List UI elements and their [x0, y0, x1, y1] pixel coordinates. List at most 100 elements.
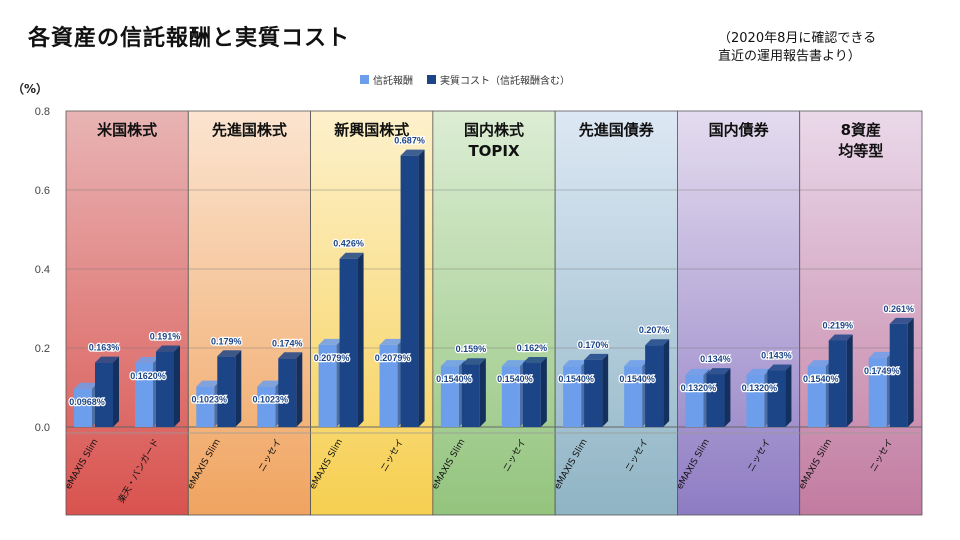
- page-title: 各資産の信託報酬と実質コスト: [28, 26, 351, 51]
- fee-bar: [624, 366, 643, 427]
- fee-data-label: 0.1540%: [558, 374, 594, 384]
- cost-bar: [217, 356, 236, 427]
- fee-data-label: 0.1540%: [619, 374, 655, 384]
- fee-data-label: 0.0968%: [69, 397, 105, 407]
- cost-data-label: 0.219%: [822, 320, 853, 330]
- fee-bar: [440, 366, 459, 427]
- cost-bar-top: [828, 334, 853, 341]
- cost-bar-top: [217, 350, 242, 357]
- cost-data-label: 0.174%: [272, 338, 303, 348]
- cost-bar-side: [296, 352, 303, 427]
- fee-bar-top: [74, 382, 98, 389]
- fee-bar: [807, 366, 826, 427]
- cost-bar-side: [479, 358, 486, 427]
- cost-bar-side: [113, 356, 119, 427]
- cost-bar: [339, 258, 358, 427]
- y-axis-unit: （%）: [12, 82, 49, 96]
- group-title: 先進国債券: [579, 121, 655, 139]
- cost-bar-side: [907, 317, 914, 427]
- fee-bar-top: [318, 338, 343, 345]
- group-title: 8資産: [841, 121, 881, 139]
- fee-bar-top: [746, 368, 771, 375]
- fee-data-label: 0.1540%: [497, 374, 533, 384]
- cost-bar: [156, 351, 174, 427]
- cost-bar-side: [846, 334, 853, 427]
- cost-bar: [706, 374, 725, 427]
- cost-bar-top: [706, 368, 731, 375]
- fee-data-label: 0.2079%: [375, 353, 411, 363]
- cost-bar-side: [235, 350, 242, 427]
- cost-bar-side: [602, 353, 609, 427]
- fee-data-label: 0.1023%: [253, 395, 289, 405]
- fee-bar-top: [501, 360, 526, 367]
- cost-bar-top: [156, 345, 180, 352]
- cost-bar: [767, 370, 786, 427]
- fee-bar: [257, 386, 276, 427]
- group-background-6: [677, 110, 801, 516]
- legend-swatch-fee: [360, 75, 369, 84]
- cost-bar-side: [663, 339, 670, 427]
- fee-bar: [868, 357, 887, 427]
- group-background-7: [799, 110, 923, 516]
- group-title: 国内株式: [464, 121, 524, 139]
- cost-data-label: 0.159%: [456, 344, 487, 354]
- fee-bar-top: [868, 351, 893, 358]
- cost-bar-top: [339, 252, 364, 259]
- cost-bar: [461, 364, 480, 427]
- y-tick-label: 0.4: [35, 264, 50, 276]
- cost-bar-top: [461, 358, 486, 365]
- fee-bar: [685, 374, 704, 427]
- cost-bar: [889, 323, 908, 427]
- group-background-2: [187, 110, 311, 516]
- cost-bar-top: [522, 357, 547, 364]
- fee-bar: [563, 366, 582, 427]
- fee-bar: [196, 386, 215, 427]
- fee-data-label: 0.1620%: [130, 371, 166, 381]
- cost-bar-top: [278, 352, 303, 359]
- fee-data-label: 0.1540%: [436, 374, 472, 384]
- cost-data-label: 0.207%: [639, 325, 670, 335]
- fee-bar-top: [440, 360, 465, 367]
- fee-bar: [318, 344, 337, 427]
- cost-data-label: 0.163%: [89, 343, 120, 353]
- cost-data-label: 0.687%: [394, 136, 425, 146]
- group-title: 新興国株式: [334, 121, 409, 139]
- cost-bar: [645, 345, 664, 427]
- source-note-line-1: （2020年8月に確認できる: [718, 31, 877, 46]
- fee-bar-top: [135, 357, 159, 364]
- cost-bar: [95, 362, 113, 427]
- fee-bar-top: [685, 368, 710, 375]
- y-tick-label: 0.6: [35, 185, 50, 197]
- legend-swatch-cost: [427, 75, 436, 84]
- y-tick-label: 0.8: [35, 106, 50, 118]
- legend: 信託報酬 実質コスト（信託報酬含む）: [360, 72, 570, 87]
- cost-data-label: 0.261%: [883, 304, 914, 314]
- source-note-line-2: 直近の運用報告書より）: [718, 49, 861, 64]
- fee-bar: [74, 388, 92, 427]
- cost-bar: [400, 155, 419, 427]
- source-note: （2020年8月に確認できる 直近の運用報告書より）: [718, 30, 876, 66]
- group-background-4: [432, 110, 556, 516]
- cost-bar: [278, 358, 297, 427]
- cost-bar-top: [400, 149, 425, 156]
- cost-bar-side: [174, 345, 180, 427]
- cost-data-label: 0.426%: [333, 239, 364, 249]
- legend-label-fee: 信託報酬: [373, 76, 413, 87]
- fee-data-label: 0.1320%: [742, 383, 778, 393]
- cost-bar-top: [645, 339, 670, 346]
- legend-item-fee: 信託報酬: [360, 72, 413, 87]
- fee-data-label: 0.1320%: [681, 383, 717, 393]
- y-tick-label: 0.0: [35, 422, 50, 434]
- cost-bar-side: [724, 368, 731, 427]
- cost-bar-top: [95, 356, 119, 363]
- group-title: 米国株式: [97, 121, 157, 139]
- group-title: 均等型: [838, 142, 883, 160]
- group-title: TOPIX: [468, 142, 520, 160]
- fee-data-label: 0.1749%: [864, 366, 900, 376]
- cost-data-label: 0.143%: [761, 351, 792, 361]
- fee-bar-top: [563, 360, 588, 367]
- cost-data-label: 0.170%: [578, 340, 609, 350]
- cost-bar: [584, 359, 603, 427]
- cost-bar-top: [767, 364, 792, 371]
